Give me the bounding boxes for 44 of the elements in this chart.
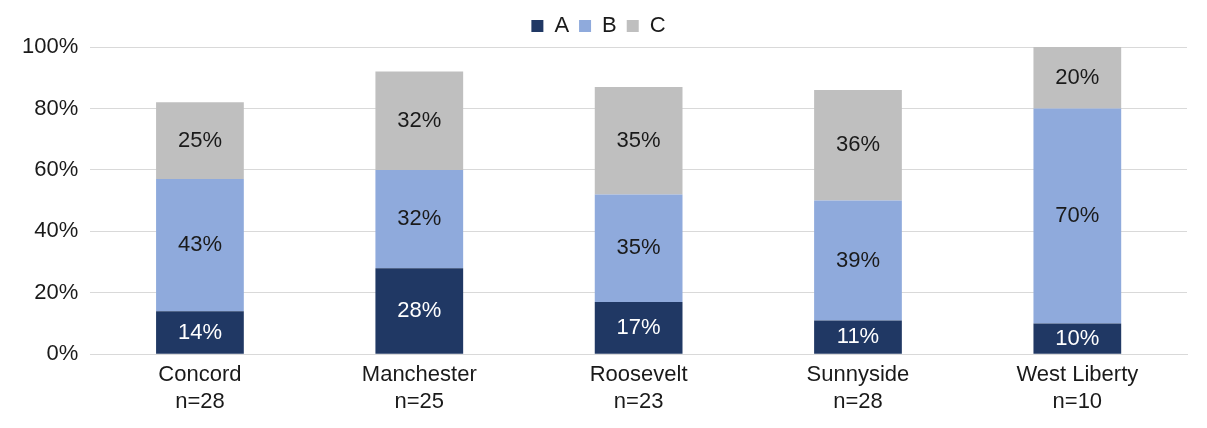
y-tick-label: 100% [21,33,79,59]
y-tick-label: 0% [46,340,79,366]
legend-label: B [602,12,617,38]
x-tick-label: Sunnyside n=28 [806,361,910,413]
bar [594,301,683,354]
data-label: 28% [397,297,442,322]
legend-label: C [649,12,666,38]
bar [594,194,683,302]
bar [156,311,244,354]
bar [814,200,902,321]
data-label: 32% [397,205,442,231]
y-tick-label: 20% [34,278,79,304]
bar [156,179,244,312]
data-label: 25% [177,126,222,152]
x-tick-label: Concord n=28 [158,361,242,413]
bar [375,169,464,269]
y-tick-label: 60% [34,155,79,181]
data-label: 70% [1055,202,1100,228]
x-tick-label: West Liberty n=10 [1016,361,1139,413]
data-label: 43% [177,231,222,257]
data-label: 39% [835,246,880,272]
bar [375,268,464,354]
bar [1033,108,1122,324]
bar [375,71,464,170]
y-tick-label: 80% [34,94,79,120]
bar [1033,323,1122,354]
data-label: 14% [177,318,222,344]
x-tick-label: Manchester n=25 [361,361,477,413]
data-label: 17% [616,313,661,339]
bar [156,102,244,180]
legend-label: A [554,12,570,38]
bar [594,86,683,195]
data-label: 11% [836,323,880,349]
data-label: 32% [397,106,442,132]
data-label: 35% [616,234,661,260]
bar [814,90,902,201]
y-tick-label: 40% [34,217,79,243]
data-label: 36% [835,131,880,157]
bar [1033,47,1122,109]
bar [814,320,902,354]
x-tick-label: Roosevelt n=23 [589,361,688,413]
data-label: 10% [1055,324,1100,350]
data-label: 20% [1055,63,1100,89]
data-label: 35% [616,126,661,152]
